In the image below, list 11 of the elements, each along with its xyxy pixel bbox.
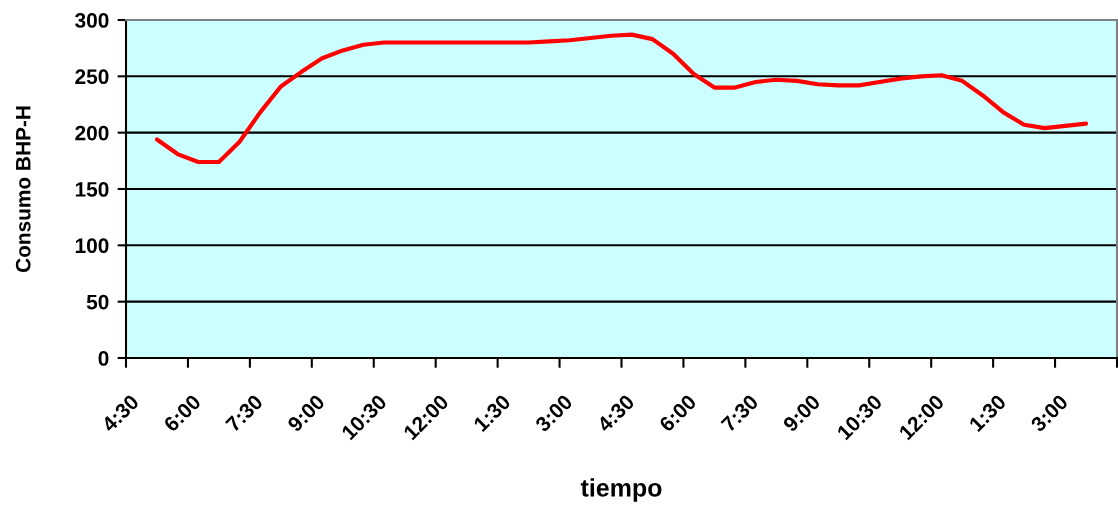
y-tick-label: 200 [75,125,109,141]
line-series [154,32,1089,165]
y-tick-label: 250 [75,69,109,85]
y-tick-label: 150 [75,182,109,197]
y-tick-label: 100 [75,238,109,254]
y-tick-label: 50 [86,294,109,310]
x-tick-label: 9:00 [782,393,821,433]
y-tick-label: 300 [75,13,109,28]
x-axis-title: tiempo [580,478,662,502]
y-tick-label: 0 [98,351,109,366]
y-axis-title: Consumo BHP-H [15,106,31,273]
